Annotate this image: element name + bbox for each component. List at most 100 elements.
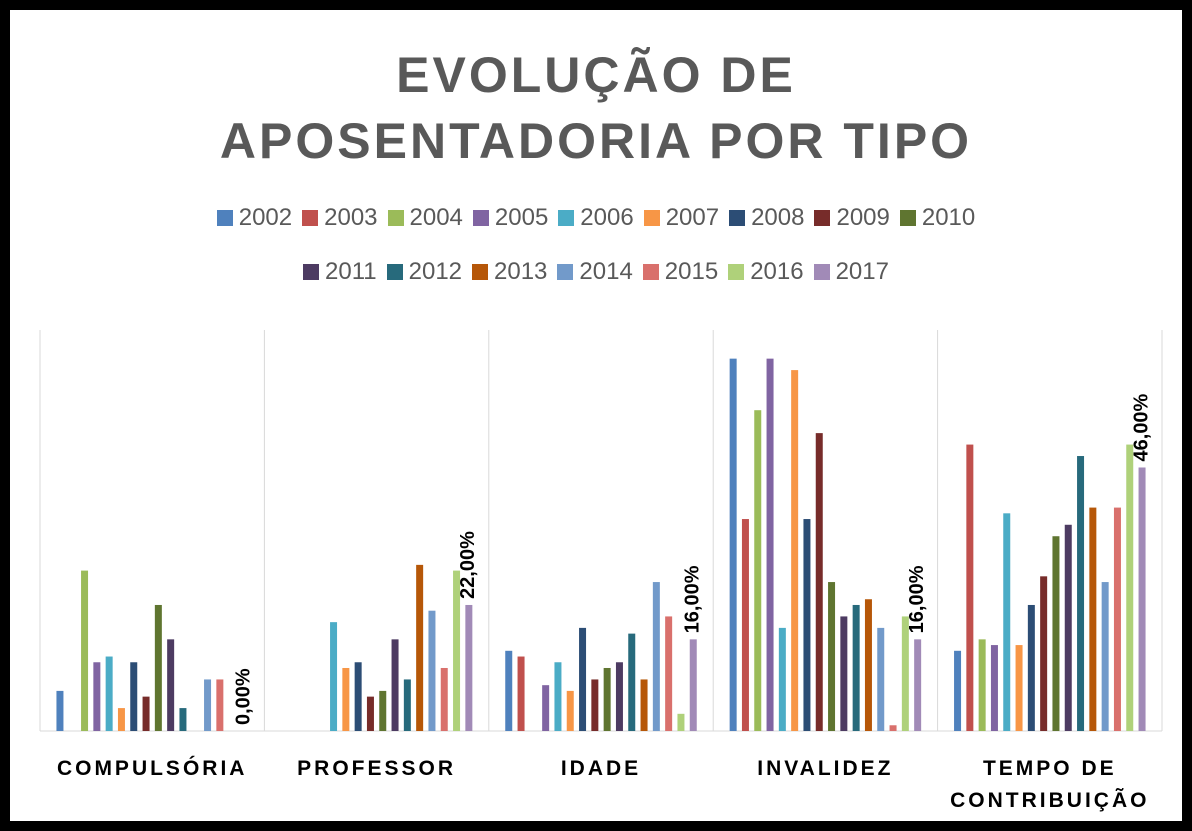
legend-label: 2011 — [325, 258, 377, 285]
legend-item: 2013 — [472, 254, 547, 290]
bar — [1040, 576, 1048, 731]
bar — [93, 662, 101, 731]
bar — [453, 570, 461, 731]
bar — [1052, 536, 1060, 731]
legend-label: 2004 — [409, 204, 463, 231]
bar — [1126, 444, 1134, 731]
legend-swatch — [472, 264, 489, 280]
bar — [56, 690, 64, 731]
bar — [628, 633, 636, 731]
bar — [81, 570, 89, 731]
bar — [1027, 604, 1035, 731]
bar — [652, 582, 660, 731]
data-label: 0,00% — [233, 668, 255, 725]
bar — [130, 662, 138, 731]
bar — [803, 519, 811, 731]
x-tick-label: INVALIDEZ — [757, 757, 894, 780]
bar — [330, 622, 338, 731]
legend-label: 2013 — [494, 258, 548, 285]
data-label: 16,00% — [682, 565, 704, 633]
bar — [465, 604, 473, 731]
legend-item: 2009 — [814, 200, 890, 236]
bar — [603, 667, 611, 731]
bar — [342, 667, 350, 731]
bar — [877, 627, 885, 731]
bar — [117, 708, 125, 731]
legend-label: 2002 — [238, 204, 293, 231]
legend-swatch — [216, 210, 233, 226]
bar — [591, 679, 599, 731]
bar — [354, 662, 362, 731]
bar — [142, 696, 150, 731]
bar — [105, 656, 113, 731]
bar — [154, 604, 162, 731]
legend-label: 2005 — [494, 204, 549, 231]
bar — [729, 358, 737, 731]
legend-swatch — [814, 210, 831, 226]
bar — [554, 662, 562, 731]
legend-item: 2010 — [899, 200, 975, 236]
bar — [440, 667, 448, 731]
legend-label: 2014 — [579, 258, 633, 285]
legend-label: 2003 — [324, 204, 378, 231]
bar — [741, 519, 749, 731]
legend-swatch — [729, 210, 746, 226]
legend-item: 2005 — [472, 200, 549, 236]
bar — [665, 616, 673, 731]
bar — [542, 685, 550, 731]
bar — [954, 650, 962, 731]
legend-swatch — [643, 210, 660, 226]
legend-label: 2016 — [750, 258, 804, 285]
bar — [852, 604, 860, 731]
bar — [978, 639, 986, 731]
legend-item: 2006 — [558, 200, 634, 236]
legend-item: 2002 — [216, 200, 293, 236]
bar — [828, 582, 836, 731]
legend-label: 2015 — [664, 258, 719, 285]
data-label: 16,00% — [906, 565, 928, 633]
bar — [677, 713, 685, 731]
bar — [689, 639, 697, 731]
bar — [778, 627, 786, 731]
x-tick-label: COMPULSÓRIA — [56, 757, 248, 780]
bar — [517, 656, 525, 731]
bar — [216, 679, 224, 731]
legend-item: 2012 — [386, 254, 463, 290]
bar — [640, 679, 648, 731]
bar — [416, 564, 424, 731]
legend: 2002 2003 2004 2005 2006 2007 2008 2009 2010 2011… — [196, 200, 996, 290]
legend-item: 2004 — [387, 200, 463, 236]
legend-label: 2012 — [408, 258, 463, 285]
bar — [1003, 513, 1011, 731]
bar — [1064, 524, 1072, 731]
bar — [766, 358, 774, 731]
legend-swatch — [472, 210, 489, 226]
bar — [1077, 456, 1085, 731]
legend-item: 2014 — [557, 254, 633, 290]
bar — [864, 599, 872, 731]
legend-item: 2003 — [302, 200, 378, 236]
legend-swatch — [302, 210, 319, 226]
bar — [1138, 467, 1146, 731]
legend-item: 2011 — [303, 254, 377, 290]
bar — [566, 690, 574, 731]
bar — [428, 610, 436, 731]
bar — [579, 627, 587, 731]
legend-swatch — [303, 264, 320, 280]
bar — [901, 616, 909, 731]
legend-label: 2006 — [580, 204, 634, 231]
x-tick-label: PROFESSOR — [297, 757, 457, 780]
bar — [615, 662, 623, 731]
legend-swatch — [386, 264, 403, 280]
bar — [1113, 507, 1121, 731]
bar — [815, 433, 823, 731]
legend-swatch — [642, 264, 659, 280]
bar — [403, 679, 411, 731]
x-tick-label: IDADE — [560, 757, 642, 780]
bar — [204, 679, 212, 731]
x-tick-label: TEMPO DE CONTRIBUIÇÃO — [950, 757, 1150, 812]
legend-swatch — [899, 210, 916, 226]
legend-label: 2007 — [665, 204, 720, 231]
bar — [366, 696, 374, 731]
